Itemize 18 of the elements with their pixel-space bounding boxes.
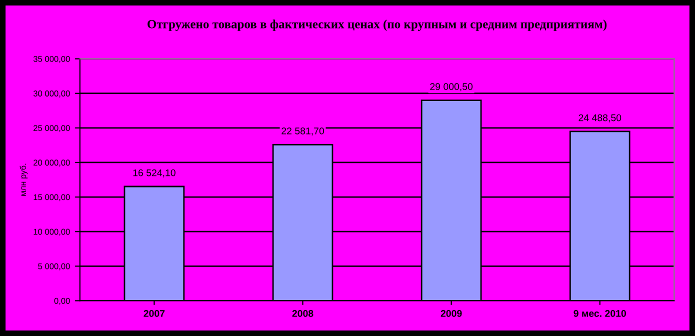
y-tick-label: 35 000,00 (33, 56, 70, 63)
chart-title: Отгружено товаров в фактических ценах (по крупным и средним предприятиям) (148, 20, 607, 31)
y-tick-label: 10 000,00 (34, 228, 70, 236)
data-label: 22 581,70 (282, 127, 324, 136)
x-tick-label: 2009 (440, 310, 462, 317)
data-label: 24 488,50 (578, 114, 622, 122)
y-tick-label: 0,00 (54, 298, 70, 305)
x-tick-label: 2007 (144, 310, 165, 317)
data-label: 29 000,50 (430, 83, 473, 92)
y-tick-label: 15 000,00 (34, 194, 70, 202)
x-tick-label: 2008 (292, 310, 314, 317)
y-axis-title: млн руб. (20, 164, 28, 196)
data-label: 16 524,10 (133, 169, 176, 178)
y-tick-label: 25 000,00 (34, 125, 70, 132)
x-tick-label: 9 мес. 2010 (574, 310, 626, 317)
y-tick-label: 5 000,00 (38, 263, 70, 270)
y-tick-label: 20 000,00 (34, 160, 70, 167)
y-tick-label: 30 000,00 (33, 90, 70, 98)
